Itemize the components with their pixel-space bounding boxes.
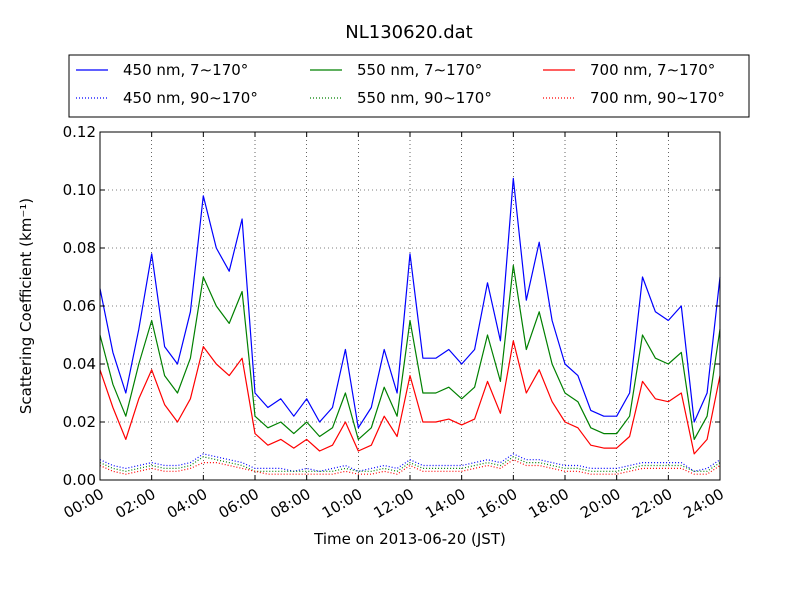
legend-label-1: 550 nm, 7∼170°: [357, 61, 482, 79]
grid: [100, 132, 720, 480]
y-tick-label: 0.10: [63, 181, 96, 199]
y-tick-label: 0.08: [63, 239, 96, 257]
legend-label-3: 450 nm, 90∼170°: [123, 89, 258, 107]
y-tick-label: 0.02: [63, 413, 96, 431]
y-tick-label: 0.06: [63, 297, 96, 315]
legend-label-2: 700 nm, 7∼170°: [590, 61, 715, 79]
legend-label-4: 550 nm, 90∼170°: [357, 89, 492, 107]
legend-label-0: 450 nm, 7∼170°: [123, 61, 248, 79]
series-group: [99, 177, 721, 475]
series-line-1: [99, 264, 721, 440]
y-axis-label: Scattering Coefficient (km⁻¹): [17, 198, 35, 414]
legend-label-5: 700 nm, 90∼170°: [590, 89, 725, 107]
series-line-3: [99, 453, 721, 472]
x-axis-label: Time on 2013-06-20 (JST): [313, 530, 506, 548]
legend-frame: [68, 54, 750, 118]
chart-title: NL130620.dat: [345, 22, 472, 43]
series-line-2: [99, 340, 721, 455]
series-line-0: [99, 177, 721, 429]
y-tick-label: 0.12: [63, 123, 96, 141]
y-tick-label: 0.04: [63, 355, 96, 373]
series-line-4: [99, 456, 721, 472]
y-tick-label: 0.00: [63, 471, 96, 489]
legend: 450 nm, 7∼170° 550 nm, 7∼170° 700 nm, 7∼17…: [68, 54, 750, 118]
